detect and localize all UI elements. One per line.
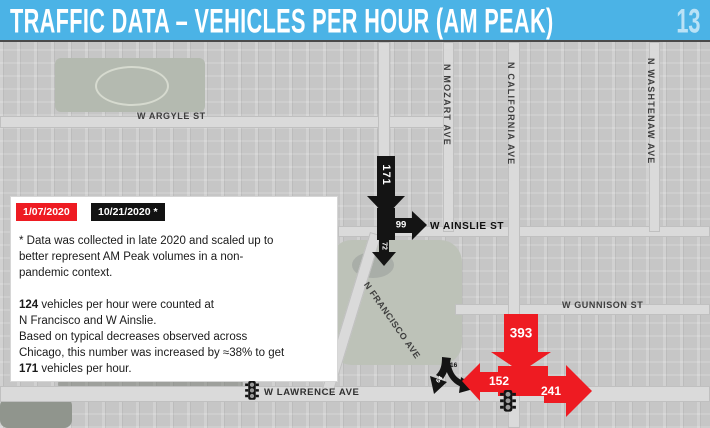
tree-cluster xyxy=(0,398,72,428)
street-label-mozart: N MOZART AVE xyxy=(442,64,452,146)
road-washtenaw xyxy=(649,42,660,232)
header-divider xyxy=(0,40,710,42)
explain-line2: Chicago, this number was increased by ≈3… xyxy=(19,347,285,359)
explain-line1: Based on typical decreases observed acro… xyxy=(19,331,248,343)
street-label-california: N CALIFORNIA AVE xyxy=(506,62,516,166)
count-line2: N Francisco and W Ainslie. xyxy=(19,315,157,327)
count-black-turn-east: 99 xyxy=(395,219,407,231)
road-mozart xyxy=(443,42,454,232)
footnote-line1: * Data was collected in late 2020 and sc… xyxy=(19,235,274,247)
street-label-lawrence: W LAWRENCE AVE xyxy=(264,387,360,398)
street-label-ainslie: W AINSLIE ST xyxy=(430,221,505,232)
street-label-gunnison: W GUNNISON ST xyxy=(562,300,644,310)
traffic-signal-icon xyxy=(245,381,259,400)
count-black-minor-east: 16 xyxy=(450,362,458,369)
slide-header: TRAFFIC DATA – VEHICLES PER HOUR (AM PEA… xyxy=(0,0,710,40)
aerial-map xyxy=(0,42,710,428)
road-francisco-north xyxy=(378,42,390,232)
footnote-line2: better represent AM Peak volumes in a no… xyxy=(19,251,244,263)
page-title: TRAFFIC DATA – VEHICLES PER HOUR (AM PEA… xyxy=(10,1,554,41)
traffic-signal-icon xyxy=(500,390,516,412)
count-black-through-south: 72 xyxy=(380,242,388,250)
note-box: 1/07/2020 10/21/2020 * * Data was collec… xyxy=(10,196,338,382)
count-black-south-approach: 171 xyxy=(380,164,392,186)
count-124: 124 xyxy=(19,299,39,311)
count-rest: vehicles per hour were counted at xyxy=(38,299,214,311)
result-171: 171 xyxy=(19,363,39,375)
footnote-line3: pandemic context. xyxy=(19,267,113,279)
count-red-turn-west: 152 xyxy=(488,374,510,388)
note-footnote: * Data was collected in late 2020 and sc… xyxy=(19,233,333,281)
result-rest: vehicles per hour. xyxy=(38,363,132,375)
street-label-washtenaw: N WASHTENAW AVE xyxy=(646,58,656,165)
park-track xyxy=(95,66,169,106)
legend-date-black: 10/21/2020 * xyxy=(91,203,165,221)
note-body: 124 vehicles per hour were counted at N … xyxy=(19,297,333,377)
street-label-argyle: W ARGYLE ST xyxy=(137,111,206,121)
page-number: 13 xyxy=(675,1,700,41)
legend-date-red: 1/07/2020 xyxy=(16,203,77,221)
count-red-south-approach: 393 xyxy=(509,325,533,341)
count-red-turn-east: 241 xyxy=(540,384,562,398)
